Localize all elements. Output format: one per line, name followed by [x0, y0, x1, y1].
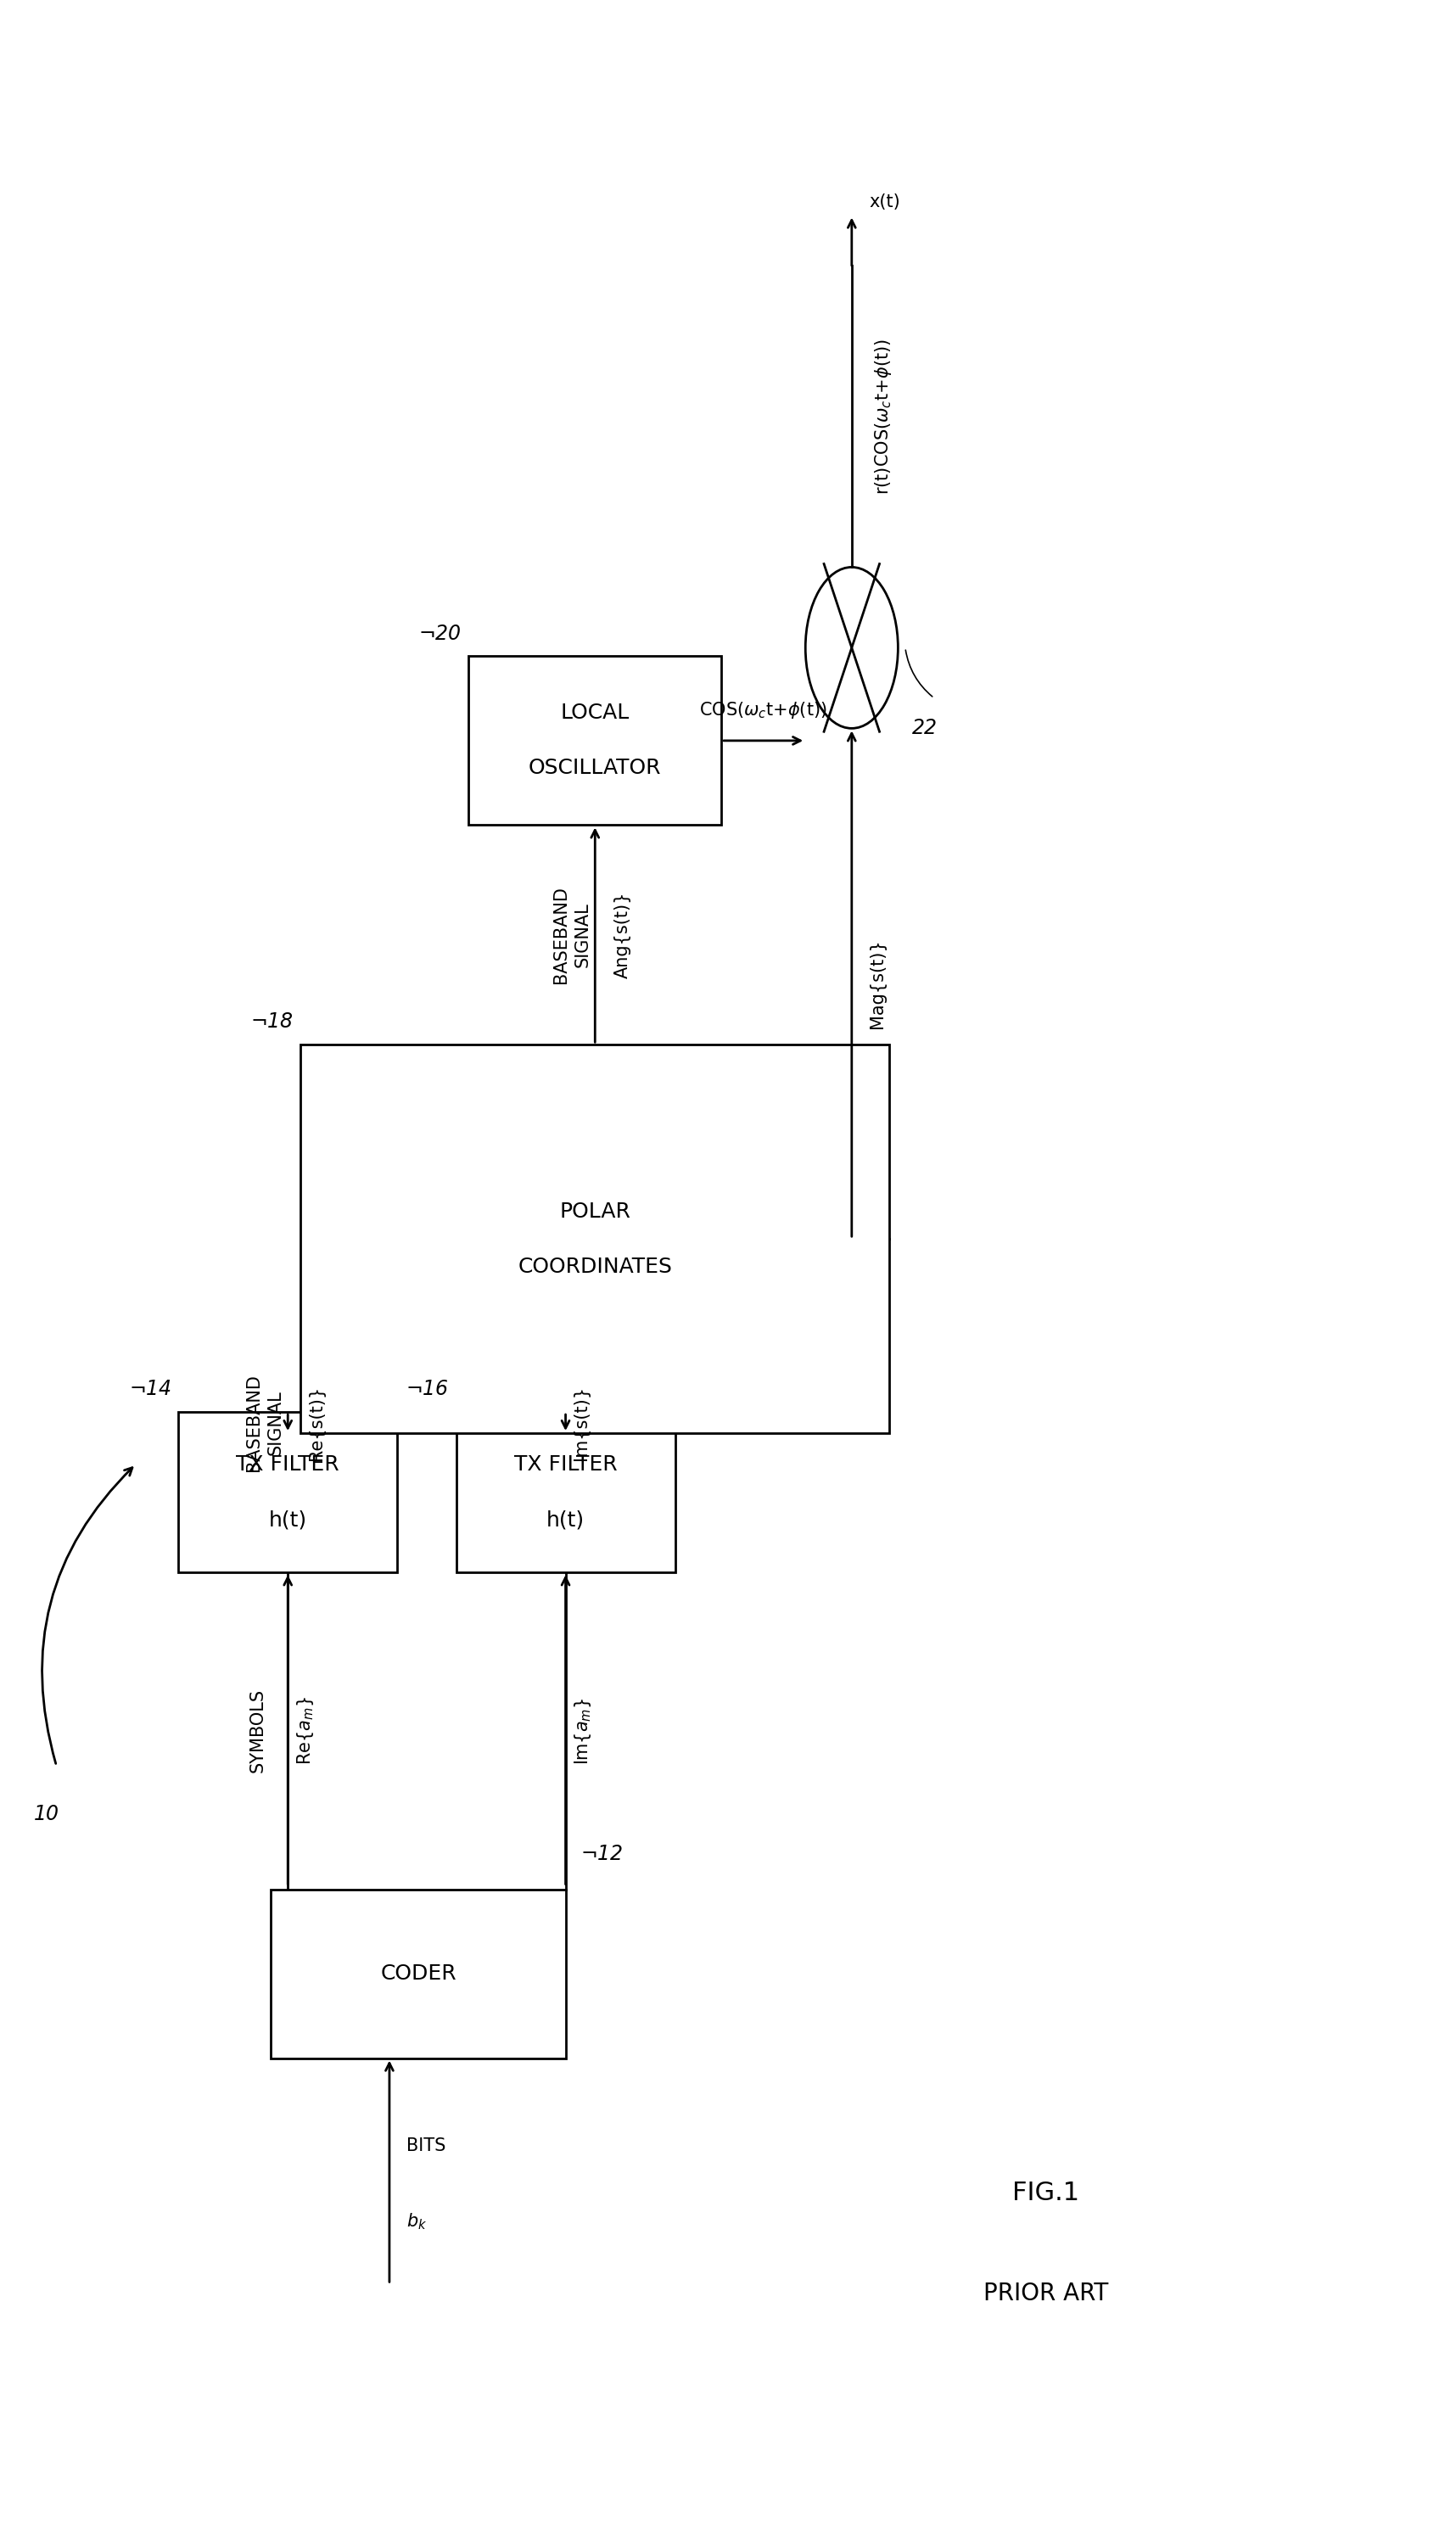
Text: SIGNAL: SIGNAL	[266, 1389, 284, 1455]
Text: BASEBAND: BASEBAND	[552, 887, 569, 983]
Text: Im{s(t)}: Im{s(t)}	[572, 1384, 590, 1460]
Text: COS($\omega_c$t+$\phi$(t)): COS($\omega_c$t+$\phi$(t))	[699, 700, 827, 720]
Text: TX FILTER: TX FILTER	[236, 1455, 339, 1475]
FancyBboxPatch shape	[300, 1046, 890, 1432]
FancyBboxPatch shape	[179, 1412, 397, 1574]
Text: $\neg$16: $\neg$16	[406, 1379, 448, 1399]
Text: h(t): h(t)	[269, 1511, 307, 1531]
Text: 22: 22	[913, 717, 938, 738]
Text: r(t)COS($\omega_c$t+$\phi$(t)): r(t)COS($\omega_c$t+$\phi$(t))	[874, 338, 894, 495]
Text: FIG.1: FIG.1	[1012, 2180, 1079, 2205]
Text: Mag{s(t)}: Mag{s(t)}	[869, 940, 887, 1028]
Text: PRIOR ART: PRIOR ART	[983, 2281, 1108, 2306]
Text: TX FILTER: TX FILTER	[514, 1455, 617, 1475]
Text: $\neg$14: $\neg$14	[128, 1379, 172, 1399]
Text: Ang{s(t)}: Ang{s(t)}	[614, 892, 630, 978]
Text: SIGNAL: SIGNAL	[574, 902, 591, 967]
Text: SYMBOLS: SYMBOLS	[249, 1690, 266, 1773]
Text: OSCILLATOR: OSCILLATOR	[529, 758, 661, 778]
Text: LOCAL: LOCAL	[561, 702, 629, 722]
Text: BASEBAND: BASEBAND	[245, 1374, 262, 1470]
Text: BITS: BITS	[406, 2137, 446, 2155]
Text: Im{$a_m$}: Im{$a_m$}	[572, 1697, 593, 1766]
Text: 10: 10	[33, 1804, 60, 1824]
Text: Re{s(t)}: Re{s(t)}	[309, 1384, 325, 1460]
Text: x(t): x(t)	[869, 192, 900, 210]
Text: h(t): h(t)	[546, 1511, 585, 1531]
Text: COORDINATES: COORDINATES	[518, 1255, 673, 1276]
Text: $\neg$18: $\neg$18	[250, 1013, 293, 1033]
FancyBboxPatch shape	[271, 1889, 565, 2059]
Text: $\neg$12: $\neg$12	[579, 1844, 623, 1864]
FancyBboxPatch shape	[469, 657, 721, 826]
Text: $b_k$: $b_k$	[406, 2213, 427, 2230]
Text: CODER: CODER	[380, 1963, 456, 1983]
FancyBboxPatch shape	[456, 1412, 676, 1574]
Text: Re{$a_m$}: Re{$a_m$}	[296, 1697, 316, 1766]
Text: $\neg$20: $\neg$20	[418, 624, 462, 644]
Text: POLAR: POLAR	[559, 1200, 630, 1223]
